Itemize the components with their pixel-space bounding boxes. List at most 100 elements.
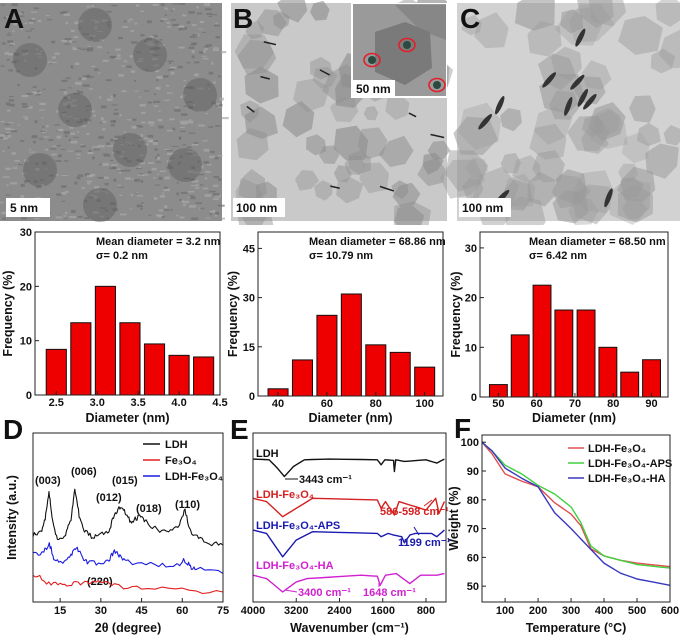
lattice-fringe bbox=[14, 60, 19, 63]
lattice-fringe bbox=[6, 184, 9, 187]
lattice-fringe bbox=[140, 34, 145, 37]
lattice-fringe bbox=[166, 159, 172, 163]
lattice-fringe bbox=[89, 34, 97, 37]
lattice-fringe bbox=[37, 19, 42, 23]
lattice-fringe bbox=[209, 155, 216, 159]
nanoplate-edge bbox=[330, 185, 340, 190]
lattice-fringe bbox=[180, 95, 183, 99]
lattice-fringe bbox=[94, 190, 101, 193]
x-axis-title: Diameter (nm) bbox=[85, 411, 169, 425]
lattice-fringe bbox=[106, 142, 110, 146]
lattice-fringe bbox=[137, 174, 145, 176]
lattice-fringe bbox=[6, 131, 10, 134]
nanoplate bbox=[582, 115, 605, 137]
plot-frame bbox=[34, 231, 221, 396]
lattice-fringe bbox=[63, 215, 67, 217]
lattice-fringe bbox=[83, 118, 88, 122]
nanoplate-edge bbox=[478, 114, 492, 130]
peak-label-003: (003) bbox=[35, 475, 61, 487]
lattice-fringe bbox=[138, 96, 142, 98]
lattice-fringe bbox=[69, 215, 77, 219]
lattice-fringe bbox=[80, 145, 86, 148]
lattice-fringe bbox=[197, 160, 200, 163]
lattice-fringe bbox=[63, 13, 70, 16]
lattice-fringe bbox=[114, 135, 120, 139]
lattice-fringe bbox=[68, 96, 71, 100]
lattice-fringe bbox=[221, 50, 227, 54]
lattice-fringe bbox=[142, 174, 149, 176]
lattice-fringe bbox=[161, 192, 165, 195]
lattice-fringe bbox=[191, 42, 197, 45]
lattice-fringe bbox=[61, 111, 67, 114]
lattice-fringe bbox=[8, 69, 14, 72]
lattice-fringe bbox=[202, 57, 209, 60]
lattice-fringe bbox=[203, 148, 210, 152]
lattice-fringe bbox=[55, 216, 63, 219]
lattice-fringe bbox=[129, 208, 133, 210]
x-tick-label: 4.0 bbox=[171, 397, 186, 409]
lattice-fringe bbox=[181, 199, 184, 203]
lattice-fringe bbox=[115, 151, 122, 154]
lattice-fringe bbox=[0, 4, 5, 6]
nanoplate-edge bbox=[583, 93, 597, 110]
histogram-bar bbox=[620, 371, 640, 398]
lattice-fringe bbox=[164, 99, 170, 101]
lattice-fringe bbox=[64, 211, 68, 215]
lattice-fringe bbox=[153, 100, 161, 103]
lattice-fringe bbox=[108, 26, 111, 28]
lattice-fringe bbox=[86, 133, 90, 136]
lattice-fringe bbox=[63, 131, 70, 134]
lattice-fringe bbox=[169, 66, 176, 70]
lattice-fringe bbox=[122, 26, 129, 28]
lattice-fringe bbox=[176, 214, 179, 217]
lattice-fringe bbox=[183, 79, 187, 82]
nanoplate bbox=[245, 20, 264, 40]
lattice-fringe bbox=[30, 28, 35, 30]
lattice-fringe bbox=[69, 40, 76, 43]
histogram-bar bbox=[642, 359, 661, 398]
x-tick-label: 800 bbox=[417, 605, 435, 617]
fe3o4-particle bbox=[433, 81, 441, 89]
lattice-fringe bbox=[61, 174, 69, 177]
lattice-fringe bbox=[123, 169, 131, 172]
lattice-fringe bbox=[166, 129, 173, 132]
nanoplate bbox=[336, 177, 364, 204]
lattice-fringe bbox=[194, 142, 199, 144]
chart-panel-c: 50 60 70 80 90 0 10 20 30 Diameter (nm) Frequency … bbox=[449, 231, 669, 425]
lattice-fringe bbox=[64, 217, 67, 220]
lattice-fringe bbox=[77, 215, 83, 218]
ir-label-ha: LDH-Fe₃O₄-HA bbox=[256, 560, 334, 572]
lattice-fringe bbox=[66, 105, 71, 108]
lattice-fringe bbox=[202, 31, 207, 33]
lattice-fringe bbox=[31, 91, 38, 95]
lattice-fringe bbox=[56, 135, 62, 139]
lattice-fringe bbox=[39, 179, 45, 181]
lattice-fringe bbox=[212, 81, 216, 84]
lattice-fringe bbox=[35, 162, 39, 165]
fe3o4-particle bbox=[403, 41, 411, 49]
x-tick-label: 3200 bbox=[284, 605, 308, 617]
lattice-fringe bbox=[210, 150, 215, 154]
nanoplate bbox=[555, 169, 587, 204]
ir-annotation-1199: 1199 cm⁻¹ bbox=[398, 537, 451, 549]
lattice-fringe bbox=[138, 166, 141, 169]
lattice-fringe bbox=[111, 4, 118, 7]
lattice-fringe bbox=[19, 15, 25, 17]
lattice-fringe bbox=[99, 215, 104, 218]
lattice-fringe bbox=[161, 76, 168, 78]
lattice-fringe bbox=[70, 29, 75, 32]
lattice-fringe bbox=[6, 34, 12, 36]
nanoplate bbox=[617, 184, 654, 223]
series-line bbox=[32, 542, 224, 575]
lattice-fringe bbox=[86, 180, 93, 183]
highlight-circle bbox=[363, 52, 381, 68]
lattice-fringe bbox=[1, 42, 6, 45]
lattice-fringe bbox=[119, 194, 123, 197]
lattice-fringe bbox=[86, 174, 93, 178]
lattice-fringe bbox=[78, 27, 82, 30]
lattice-fringe bbox=[20, 28, 23, 31]
histogram-bar bbox=[554, 309, 574, 398]
lattice-fringe bbox=[113, 138, 118, 140]
lattice-fringe bbox=[24, 117, 29, 120]
y-axis-title: Frequency (%) bbox=[1, 270, 15, 356]
